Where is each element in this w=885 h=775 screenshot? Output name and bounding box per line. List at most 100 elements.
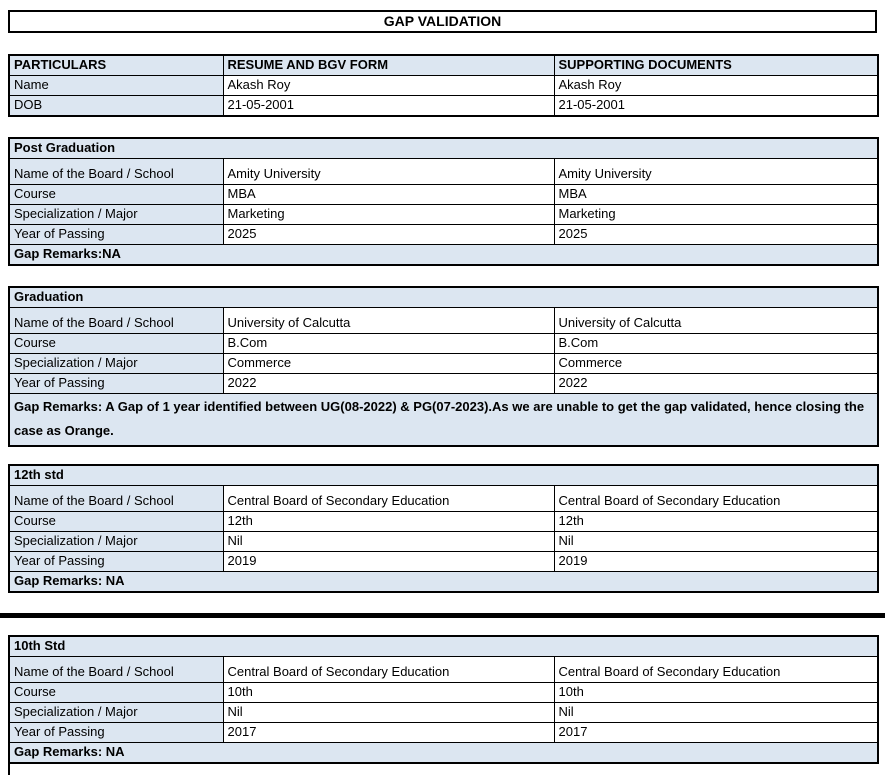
cell-specialization-supporting: Marketing	[553, 204, 879, 225]
table-row: Specialization / Major Nil Nil	[8, 531, 879, 552]
cell-specialization-resume: Commerce	[222, 353, 555, 374]
section-divider-line	[0, 613, 885, 618]
row-label-year: Year of Passing	[8, 551, 224, 572]
cell-course-supporting: 12th	[553, 511, 879, 532]
gap-remarks-row: Gap Remarks: NA	[8, 571, 879, 593]
header-cell-resume-bgv: RESUME AND BGV FORM	[222, 54, 555, 76]
cell-specialization-supporting: Nil	[553, 531, 879, 552]
cell-course-supporting: MBA	[553, 184, 879, 205]
cell-specialization-supporting: Commerce	[553, 353, 879, 374]
row-label-year: Year of Passing	[8, 373, 224, 394]
cell-board-supporting: Central Board of Secondary Education	[553, 485, 879, 512]
section-title-row: 10th Std	[8, 635, 879, 657]
section-table-12th-std: 12th std Name of the Board / School Cent…	[8, 464, 880, 593]
gap-remarks: Gap Remarks: A Gap of 1 year identified …	[8, 393, 879, 447]
header-cell-particulars: PARTICULARS	[8, 54, 224, 76]
row-label-board: Name of the Board / School	[8, 307, 224, 334]
cell-year-resume: 2019	[222, 551, 555, 572]
cell-board-supporting: Central Board of Secondary Education	[553, 656, 879, 683]
gap-remarks-row: Gap Remarks:NA	[8, 244, 879, 266]
page-title: GAP VALIDATION	[8, 10, 877, 33]
cell-board-resume: Amity University	[222, 158, 555, 185]
cell-specialization-supporting: Nil	[553, 702, 879, 723]
cell-course-resume: 10th	[222, 682, 555, 703]
row-label-board: Name of the Board / School	[8, 158, 224, 185]
cell-year-supporting: 2022	[553, 373, 879, 394]
cell-dob-supporting: 21-05-2001	[553, 95, 879, 117]
table-row: Specialization / Major Marketing Marketi…	[8, 204, 879, 225]
cell-board-resume: Central Board of Secondary Education	[222, 656, 555, 683]
table-row: DOB 21-05-2001 21-05-2001	[8, 95, 879, 117]
cell-specialization-resume: Nil	[222, 531, 555, 552]
header-cell-supporting-docs: SUPPORTING DOCUMENTS	[553, 54, 879, 76]
table-row: Name Akash Roy Akash Roy	[8, 75, 879, 96]
cell-dob-resume: 21-05-2001	[222, 95, 555, 117]
table-row: Course 10th 10th	[8, 682, 879, 703]
table-row: Year of Passing 2019 2019	[8, 551, 879, 572]
table-row: Year of Passing 2022 2022	[8, 373, 879, 394]
row-label-dob: DOB	[8, 95, 224, 117]
cell-board-resume: University of Calcutta	[222, 307, 555, 334]
row-label-course: Course	[8, 333, 224, 354]
cell-course-resume: B.Com	[222, 333, 555, 354]
row-label-specialization: Specialization / Major	[8, 531, 224, 552]
row-label-year: Year of Passing	[8, 722, 224, 743]
row-label-specialization: Specialization / Major	[8, 353, 224, 374]
cell-year-resume: 2025	[222, 224, 555, 245]
cell-course-supporting: B.Com	[553, 333, 879, 354]
section-title: 12th std	[8, 464, 879, 486]
particulars-table: PARTICULARS RESUME AND BGV FORM SUPPORTI…	[8, 54, 879, 117]
row-label-specialization: Specialization / Major	[8, 702, 224, 723]
row-label-board: Name of the Board / School	[8, 485, 224, 512]
row-label-name: Name	[8, 75, 224, 96]
section-table-post-graduation: Post Graduation Name of the Board / Scho…	[8, 137, 880, 266]
cell-course-supporting: 10th	[553, 682, 879, 703]
table-row: Name of the Board / School University of…	[8, 307, 879, 334]
table-header-row: PARTICULARS RESUME AND BGV FORM SUPPORTI…	[8, 54, 879, 76]
table-row: Specialization / Major Nil Nil	[8, 702, 879, 723]
row-label-board: Name of the Board / School	[8, 656, 224, 683]
cell-year-supporting: 2019	[553, 551, 879, 572]
cell-year-resume: 2017	[222, 722, 555, 743]
table-row: Name of the Board / School Central Board…	[8, 485, 879, 512]
cell-course-resume: MBA	[222, 184, 555, 205]
section-table-graduation: Graduation Name of the Board / School Un…	[8, 286, 880, 447]
cell-name-resume: Akash Roy	[222, 75, 555, 96]
table-row: Course 12th 12th	[8, 511, 879, 532]
row-label-course: Course	[8, 184, 224, 205]
cell-board-resume: Central Board of Secondary Education	[222, 485, 555, 512]
table-row: Course B.Com B.Com	[8, 333, 879, 354]
gap-remarks: Gap Remarks: NA	[8, 571, 879, 593]
table-row: Year of Passing 2017 2017	[8, 722, 879, 743]
cell-year-resume: 2022	[222, 373, 555, 394]
next-row-border-stub	[8, 764, 10, 775]
row-label-course: Course	[8, 682, 224, 703]
table-row: Name of the Board / School Amity Univers…	[8, 158, 879, 185]
section-title: 10th Std	[8, 635, 879, 657]
row-label-year: Year of Passing	[8, 224, 224, 245]
table-row: Specialization / Major Commerce Commerce	[8, 353, 879, 374]
gap-remarks-row: Gap Remarks: NA	[8, 742, 879, 764]
section-title-row: 12th std	[8, 464, 879, 486]
cell-year-supporting: 2017	[553, 722, 879, 743]
cell-course-resume: 12th	[222, 511, 555, 532]
gap-remarks-row: Gap Remarks: A Gap of 1 year identified …	[8, 393, 879, 447]
cell-board-supporting: Amity University	[553, 158, 879, 185]
cell-specialization-resume: Marketing	[222, 204, 555, 225]
cell-board-supporting: University of Calcutta	[553, 307, 879, 334]
row-label-course: Course	[8, 511, 224, 532]
gap-remarks: Gap Remarks: NA	[8, 742, 879, 764]
cell-year-supporting: 2025	[553, 224, 879, 245]
cell-name-supporting: Akash Roy	[553, 75, 879, 96]
section-title: Post Graduation	[8, 137, 879, 159]
section-title-row: Post Graduation	[8, 137, 879, 159]
table-row: Course MBA MBA	[8, 184, 879, 205]
table-row: Year of Passing 2025 2025	[8, 224, 879, 245]
row-label-specialization: Specialization / Major	[8, 204, 224, 225]
section-table-10th-std: 10th Std Name of the Board / School Cent…	[8, 635, 880, 764]
table-row: Name of the Board / School Central Board…	[8, 656, 879, 683]
gap-remarks: Gap Remarks:NA	[8, 244, 879, 266]
cell-specialization-resume: Nil	[222, 702, 555, 723]
section-title-row: Graduation	[8, 286, 879, 308]
section-title: Graduation	[8, 286, 879, 308]
